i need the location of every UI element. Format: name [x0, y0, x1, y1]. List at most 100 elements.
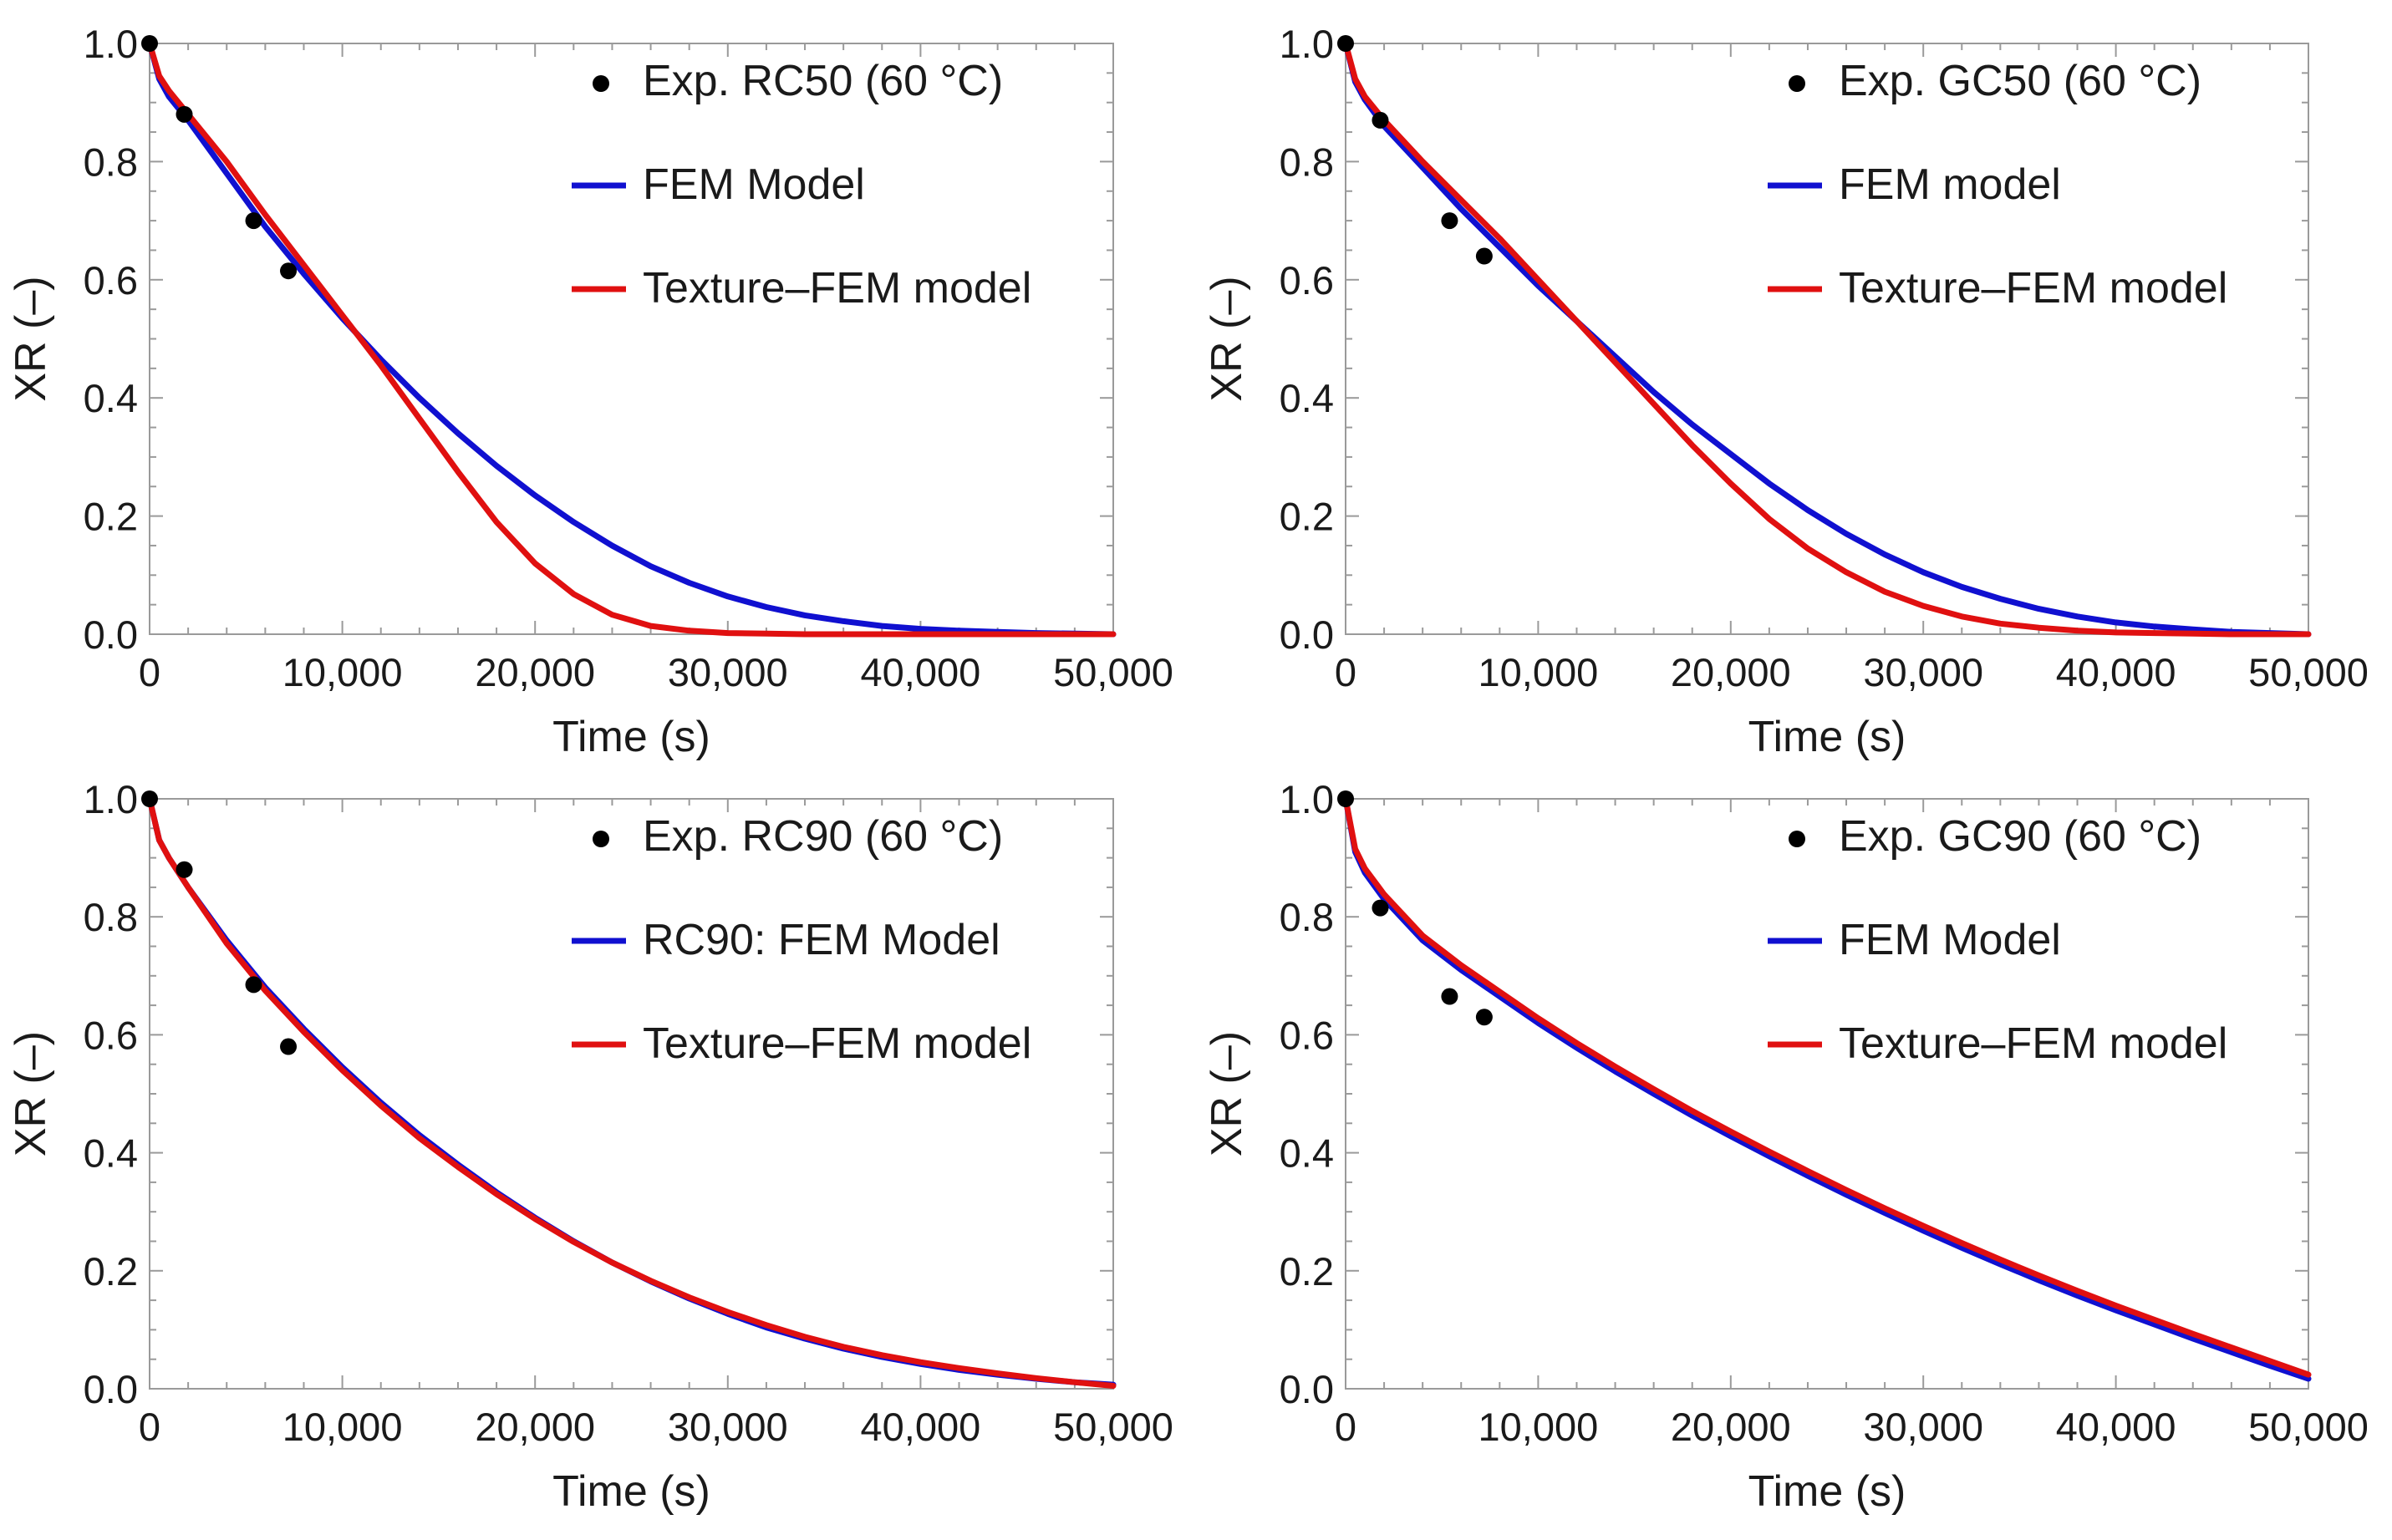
legend-marker-exp [593, 831, 609, 847]
chart-panel-top-left: 0 10,000 20,000 30,000 40,000 50,000 0.0 0.2 0.4… [7, 22, 1173, 761]
x-tick-label: 50,000 [2248, 650, 2369, 694]
series-line-fem [146, 795, 1117, 1388]
x-tick-label: 20,000 [1671, 1405, 1791, 1449]
data-point [280, 262, 298, 280]
series-line-fem [146, 40, 1117, 638]
legend-label-exp: Exp. RC90 (60 °C) [643, 812, 1003, 861]
x-axis-label: Time (s) [552, 713, 710, 761]
y-tick-label: 0.6 [1280, 1013, 1334, 1057]
y-tick-label: 1.0 [84, 22, 138, 66]
x-tick-label: 0 [1335, 1405, 1356, 1449]
data-point [1337, 790, 1354, 807]
data-point [176, 105, 193, 123]
plot-frame [149, 798, 1114, 1390]
x-tick-label: 0 [139, 1405, 160, 1449]
y-axis-label: XR (–) [7, 276, 55, 401]
y-tick-label: 0.0 [1280, 612, 1334, 657]
x-tick-label: 50,000 [1053, 650, 1173, 694]
y-tick-label: 0.0 [1280, 1367, 1334, 1411]
y-tick-label: 0.8 [84, 895, 138, 939]
legend-marker-exp [1789, 831, 1805, 847]
x-tick-label: 30,000 [1863, 1405, 1983, 1449]
y-tick-label: 0.4 [84, 376, 138, 420]
chart-panel-bottom-right: 0 10,000 20,000 30,000 40,000 50,000 0.0 0.2 0.4… [1203, 777, 2369, 1516]
legend-marker-exp [1789, 75, 1805, 92]
data-point [1441, 988, 1458, 1005]
y-tick-label: 0.2 [1280, 1249, 1334, 1293]
x-tick-label: 20,000 [475, 1405, 595, 1449]
y-tick-label: 0.8 [1280, 895, 1334, 939]
data-point [141, 790, 158, 807]
data-point [1337, 35, 1354, 52]
legend-label-texture-fem: Texture–FEM model [1839, 1019, 2227, 1068]
x-tick-label: 10,000 [282, 1405, 403, 1449]
series-line-texture-fem [146, 40, 1117, 638]
x-axis-label: Time (s) [1748, 1467, 1906, 1516]
x-tick-label: 40,000 [2056, 1405, 2176, 1449]
chart-panel-bottom-left: 0 10,000 20,000 30,000 40,000 50,000 0.0 0.2 0.4… [7, 777, 1173, 1516]
legend-label-texture-fem: Texture–FEM model [1839, 264, 2227, 313]
legend-label-texture-fem: Texture–FEM model [643, 1019, 1031, 1068]
y-tick-label: 0.6 [84, 1013, 138, 1057]
x-tick-label: 10,000 [282, 650, 403, 694]
data-point [280, 1038, 298, 1055]
data-point [245, 212, 262, 230]
x-tick-label: 40,000 [2056, 650, 2176, 694]
y-tick-label: 0.6 [84, 258, 138, 302]
legend-label-fem: FEM model [1839, 160, 2061, 209]
plot-frame [1345, 43, 2309, 635]
legend-label-exp: Exp. RC50 (60 °C) [643, 57, 1003, 105]
data-point [1372, 899, 1389, 917]
y-tick-label: 0.2 [84, 495, 138, 539]
y-tick-label: 0.4 [1280, 1131, 1334, 1176]
y-tick-label: 0.0 [84, 1367, 138, 1411]
data-point [1475, 247, 1493, 265]
x-tick-label: 50,000 [1053, 1405, 1173, 1449]
x-tick-label: 0 [1335, 650, 1356, 694]
plot-frame [149, 43, 1114, 635]
chart-panel-top-right: 0 10,000 20,000 30,000 40,000 50,000 0.0 0.2 0.4… [1203, 22, 2369, 761]
x-tick-label: 50,000 [2248, 1405, 2369, 1449]
series-line-fem [1342, 795, 2312, 1382]
data-point [245, 976, 262, 994]
plot-frame [1345, 798, 2309, 1390]
x-tick-label: 20,000 [1671, 650, 1791, 694]
y-tick-label: 0.4 [84, 1131, 138, 1176]
data-point [176, 861, 193, 878]
series-line-texture-fem [1342, 40, 2312, 638]
y-tick-label: 0.0 [84, 612, 138, 657]
data-point [1441, 212, 1458, 230]
x-tick-label: 40,000 [861, 650, 981, 694]
y-tick-label: 1.0 [1280, 22, 1334, 66]
x-tick-label: 30,000 [668, 650, 788, 694]
data-point [1475, 1009, 1493, 1026]
x-tick-label: 0 [139, 650, 160, 694]
y-tick-label: 0.2 [84, 1249, 138, 1293]
y-tick-label: 0.8 [1280, 140, 1334, 184]
legend-marker-exp [593, 75, 609, 92]
x-tick-label: 10,000 [1478, 1405, 1599, 1449]
legend-label-exp: Exp. GC90 (60 °C) [1839, 812, 2201, 861]
x-axis-label: Time (s) [1748, 713, 1906, 761]
x-tick-label: 20,000 [475, 650, 595, 694]
x-tick-label: 30,000 [1863, 650, 1983, 694]
series-line-texture-fem [1342, 795, 2312, 1378]
x-tick-label: 10,000 [1478, 650, 1599, 694]
legend-label-fem: FEM Model [643, 160, 865, 209]
y-tick-label: 0.4 [1280, 376, 1334, 420]
x-tick-label: 40,000 [861, 1405, 981, 1449]
legend-label-fem: RC90: FEM Model [643, 916, 1000, 964]
legend-label-fem: FEM Model [1839, 916, 2061, 964]
x-axis-label: Time (s) [552, 1467, 710, 1516]
y-tick-label: 0.6 [1280, 258, 1334, 302]
y-tick-label: 0.8 [84, 140, 138, 184]
data-point [141, 35, 158, 52]
y-axis-label: XR (–) [1203, 1031, 1251, 1156]
y-axis-label: XR (–) [1203, 276, 1251, 401]
series-line-texture-fem [146, 795, 1117, 1389]
y-tick-label: 1.0 [84, 777, 138, 821]
data-point [1372, 111, 1389, 129]
legend-label-exp: Exp. GC50 (60 °C) [1839, 57, 2201, 105]
y-tick-label: 1.0 [1280, 777, 1334, 821]
